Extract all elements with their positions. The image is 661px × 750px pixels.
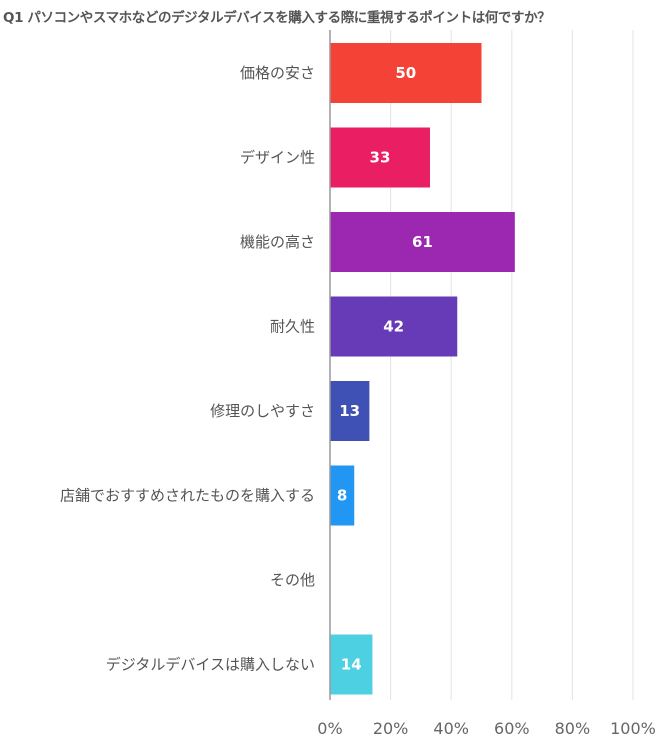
category-label: 価格の安さ [240, 64, 315, 82]
bar [330, 465, 355, 526]
category-label: デジタルデバイスは購入しない [106, 656, 315, 674]
chart-title: Q1 パソコンやスマホなどのデジタルデバイスを購入する際に重視するポイントは何で… [3, 10, 551, 26]
data-label: 8 [337, 487, 347, 505]
data-label: 42 [383, 318, 404, 336]
x-tick-label: 20% [373, 719, 409, 738]
bar [330, 296, 458, 357]
x-tick-label: 80% [555, 719, 591, 738]
category-label: その他 [270, 571, 315, 589]
bar [330, 43, 482, 103]
category-label: 耐久性 [270, 318, 315, 336]
bar [330, 127, 430, 188]
x-tick-label: 100% [610, 719, 656, 738]
data-label: 33 [370, 149, 391, 167]
data-label: 14 [341, 656, 362, 674]
bar [330, 634, 373, 695]
category-label: デザイン性 [240, 149, 315, 167]
category-label: 修理のしやすさ [210, 402, 315, 420]
x-tick-label: 40% [433, 719, 469, 738]
data-label: 13 [339, 402, 360, 420]
category-label: 機能の高さ [240, 233, 315, 251]
x-tick-label: 60% [494, 719, 530, 738]
category-label: 店舗でおすすめされたものを購入する [60, 487, 315, 505]
bar [330, 212, 515, 272]
data-label: 50 [395, 64, 416, 82]
bar [330, 381, 370, 441]
x-tick-label: 0% [317, 719, 342, 738]
data-label: 61 [412, 233, 433, 251]
